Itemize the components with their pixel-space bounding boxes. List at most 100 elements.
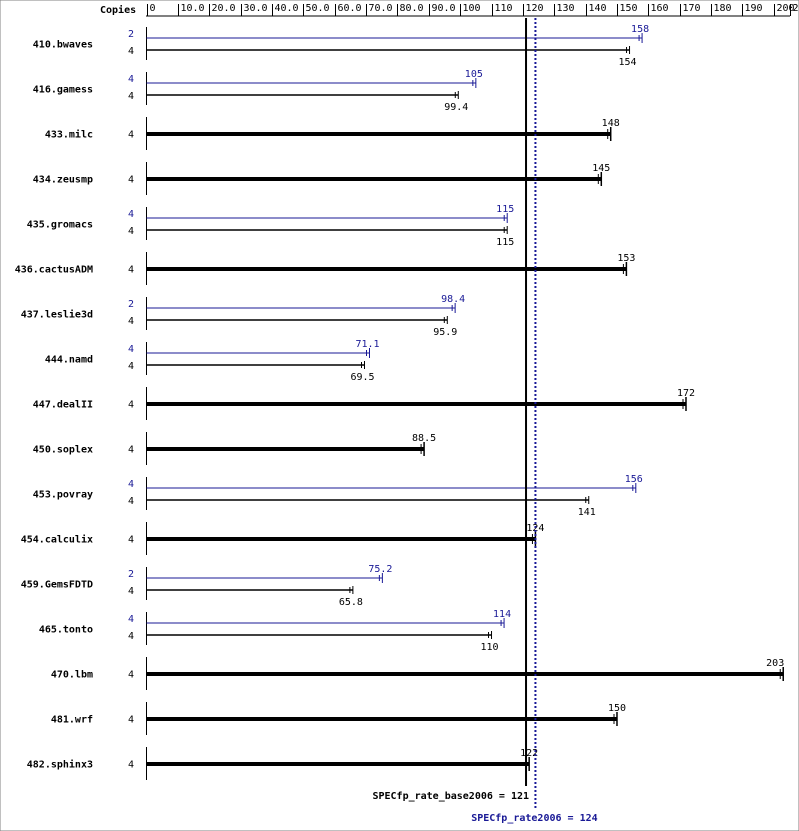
benchmark-name: 434.zeusmp: [33, 175, 93, 186]
peak-copies: 4: [128, 74, 134, 85]
base-value-label: 65.8: [339, 597, 363, 608]
peak-copies: 2: [128, 29, 134, 40]
benchmark-row: 433.milc 4 148: [45, 117, 620, 150]
base-copies: 4: [128, 316, 134, 327]
base-value-label: 148: [602, 118, 620, 129]
benchmark-row: 481.wrf 4 150: [51, 702, 626, 735]
x-tick-label: 20.0: [212, 3, 236, 14]
base-value-label: 172: [677, 388, 695, 399]
benchmark-row: 416.gamess 4 105 4 99.4: [33, 69, 483, 113]
base-copies: 4: [128, 496, 134, 507]
benchmark-row: 453.povray 4 156 4 141: [33, 474, 643, 518]
x-tick-label: 130: [557, 3, 575, 14]
peak-copies: 4: [128, 344, 134, 355]
base-value-label: 122: [520, 748, 538, 759]
peak-copies: 4: [128, 479, 134, 490]
base-value-label: 141: [578, 507, 596, 518]
benchmark-row: 459.GemsFDTD 2 75.2 4 65.8: [21, 564, 393, 608]
base-value-label: 145: [592, 163, 610, 174]
x-tick-label: 10.0: [181, 3, 205, 14]
benchmark-name: 482.sphinx3: [27, 759, 93, 771]
benchmark-row: 410.bwaves 2 158 4 154: [33, 24, 649, 68]
x-tick-label: 110: [495, 3, 513, 14]
copies-header: Copies: [100, 4, 136, 16]
x-tick-label: 0: [150, 3, 156, 14]
benchmark-row: 470.lbm 4 203: [51, 657, 784, 690]
peak-copies: 2: [128, 569, 134, 580]
benchmark-row: 437.leslie3d 2 98.4 4 95.9: [21, 294, 465, 338]
base-copies: 4: [128, 265, 134, 276]
x-tick-label: 80.0: [400, 3, 424, 14]
benchmark-row: 465.tonto 4 114 4 110: [39, 609, 511, 653]
benchmark-name: 470.lbm: [51, 670, 93, 681]
base-copies: 4: [128, 445, 134, 456]
peak-value-label: 105: [465, 69, 483, 80]
x-tick-label: 120: [526, 3, 544, 14]
base-copies: 4: [128, 670, 134, 681]
benchmark-name: 410.bwaves: [33, 40, 93, 51]
peak-value-label: 75.2: [368, 564, 392, 575]
x-tick-label: 180: [714, 3, 732, 14]
peak-value-label: 115: [496, 204, 514, 215]
benchmark-row: 436.cactusADM 4 153: [15, 252, 635, 285]
x-axis-ticks: 0 10.0 20.0 30.0 40.0 50.0 60.0 70.0 80.0 90.0 100…: [147, 3, 799, 16]
benchmark-name: 459.GemsFDTD: [21, 580, 93, 591]
base-value-label: 95.9: [433, 327, 457, 338]
base-summary-label: SPECfp_rate_base2006 = 121: [372, 791, 529, 802]
x-tick-label: 170: [683, 3, 701, 14]
base-copies: 4: [128, 130, 134, 141]
peak-value-label: 158: [631, 24, 649, 35]
base-value-label: 88.5: [412, 433, 436, 444]
base-value-label: 124: [526, 523, 544, 534]
x-tick-label: 205: [793, 3, 799, 14]
benchmark-name: 435.gromacs: [27, 220, 93, 231]
benchmark-row: 447.dealII 4 172: [33, 387, 695, 420]
x-tick-label: 200: [777, 3, 795, 14]
peak-value-label: 156: [625, 474, 643, 485]
base-value-label: 115: [496, 237, 514, 248]
peak-value-label: 98.4: [441, 294, 465, 305]
peak-summary-label: SPECfp_rate2006 = 124: [471, 813, 597, 824]
x-tick-label: 60.0: [338, 3, 362, 14]
base-copies: 4: [128, 175, 134, 186]
benchmark-name: 465.tonto: [39, 625, 93, 636]
benchmark-name: 444.namd: [45, 355, 93, 366]
x-tick-label: 140: [589, 3, 607, 14]
peak-copies: 2: [128, 299, 134, 310]
x-tick-label: 50.0: [306, 3, 330, 14]
benchmark-row: 435.gromacs 4 115 4 115: [27, 204, 514, 248]
benchmark-row: 444.namd 4 71.1 4 69.5: [45, 339, 380, 383]
x-tick-label: 100: [463, 3, 481, 14]
benchmark-row: 450.soplex 4 88.5: [33, 432, 436, 465]
x-tick-label: 40.0: [275, 3, 299, 14]
base-value-label: 153: [617, 253, 635, 264]
benchmark-name: 437.leslie3d: [21, 309, 93, 321]
base-copies: 4: [128, 586, 134, 597]
peak-copies: 4: [128, 614, 134, 625]
benchmark-name: 436.cactusADM: [15, 265, 93, 276]
peak-value-label: 114: [493, 609, 511, 620]
x-tick-label: 160: [651, 3, 669, 14]
benchmark-row: 454.calculix 4 124: [21, 522, 544, 555]
benchmark-name: 433.milc: [45, 129, 93, 141]
x-tick-label: 90.0: [432, 3, 456, 14]
base-copies: 4: [128, 631, 134, 642]
benchmark-name: 453.povray: [33, 490, 93, 501]
x-tick-label: 190: [745, 3, 763, 14]
base-value-label: 154: [619, 57, 637, 68]
base-value-label: 99.4: [444, 102, 468, 113]
reference-lines: SPECfp_rate_base2006 = 121 SPECfp_rate200…: [372, 18, 598, 824]
peak-value-label: 71.1: [355, 339, 379, 350]
benchmark-name: 416.gamess: [33, 85, 93, 96]
x-tick-label: 70.0: [369, 3, 393, 14]
benchmark-name: 454.calculix: [21, 534, 93, 546]
base-copies: 4: [128, 46, 134, 57]
base-copies: 4: [128, 760, 134, 771]
base-copies: 4: [128, 361, 134, 372]
benchmark-row: 482.sphinx3 4 122: [27, 747, 538, 780]
base-copies: 4: [128, 91, 134, 102]
x-tick-label: 30.0: [244, 3, 268, 14]
benchmark-name: 450.soplex: [33, 445, 93, 456]
base-value-label: 203: [766, 658, 784, 669]
